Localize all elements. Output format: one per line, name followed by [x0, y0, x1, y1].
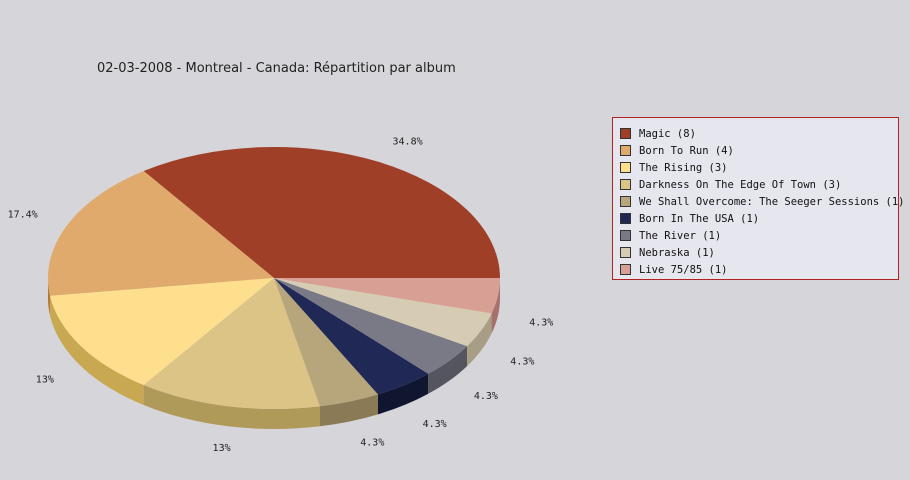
legend-label: The River (1) — [639, 229, 722, 242]
legend-item-born-to-run: Born To Run (4) — [620, 142, 898, 159]
legend-swatch — [620, 162, 631, 173]
legend-label: Nebraska (1) — [639, 246, 715, 259]
pie-slice-the-river — [274, 278, 468, 374]
legend-swatch — [620, 196, 631, 207]
pie-side-live-75-85 — [491, 278, 500, 334]
legend-swatch — [620, 247, 631, 258]
pie-slice-we-shall-overcome-the-seeger-sessions — [274, 278, 378, 407]
legend-item-nebraska: Nebraska (1) — [620, 244, 898, 261]
legend-swatch — [620, 230, 631, 241]
pie-depth-layer — [48, 278, 500, 429]
legend-label: Live 75/85 (1) — [639, 263, 728, 276]
legend-item-the-river: The River (1) — [620, 227, 898, 244]
legend-label: Born To Run (4) — [639, 144, 734, 157]
legend-swatch — [620, 128, 631, 139]
legend-swatch — [620, 179, 631, 190]
pie-slice-live-75-85 — [274, 278, 500, 314]
pie-side-the-river — [428, 346, 468, 394]
legend: Magic (8) Born To Run (4) The Rising (3) Da… — [612, 117, 905, 280]
pct-label-we-shall-overcome-the-seeger-sessions: 4.3% — [360, 438, 384, 449]
pie-side-we-shall-overcome-the-seeger-sessions — [319, 394, 378, 427]
legend-item-the-rising: The Rising (3) — [620, 159, 898, 176]
pie-side-nebraska — [467, 313, 492, 367]
legend-label: The Rising (3) — [639, 161, 728, 174]
legend-label: Darkness On The Edge Of Town (3) — [639, 178, 842, 191]
legend-item-darkness-on-the-edge-of-town: Darkness On The Edge Of Town (3) — [620, 176, 898, 193]
pie-side-born-to-run — [48, 278, 51, 316]
pct-label-nebraska: 4.3% — [510, 356, 534, 367]
pie-side-darkness-on-the-edge-of-town — [143, 385, 320, 429]
pie-slice-darkness-on-the-edge-of-town — [143, 278, 320, 409]
pct-label-live-75-85: 4.3% — [529, 317, 553, 328]
legend-item-magic: Magic (8) — [620, 125, 898, 142]
pie-slice-magic — [143, 146, 501, 278]
legend-label: Magic (8) — [639, 127, 696, 140]
pct-label-the-river: 4.3% — [474, 391, 498, 402]
legend-item-we-shall-overcome-the-seeger-sessions: We Shall Overcome: The Seeger Sessions (… — [620, 193, 905, 210]
legend-item-live-75-85: Live 75/85 (1) — [620, 261, 898, 278]
pct-label-darkness-on-the-edge-of-town: 13% — [213, 443, 231, 454]
pie-slice-the-rising — [50, 278, 274, 386]
pct-label-magic: 34.8% — [393, 136, 423, 147]
pie-side-the-rising — [50, 295, 144, 406]
pct-label-born-to-run: 17.4% — [8, 210, 38, 221]
pie-top-layer — [48, 146, 501, 409]
legend-label: We Shall Overcome: The Seeger Sessions (… — [639, 195, 905, 208]
chart-title: 02-03-2008 - Montreal - Canada: Répartit… — [97, 61, 456, 76]
legend-item-born-in-the-usa: Born In The USA (1) — [620, 210, 898, 227]
pct-label-the-rising: 13% — [36, 375, 54, 386]
legend-swatch — [620, 264, 631, 275]
legend-label: Born In The USA (1) — [639, 212, 760, 225]
pie-slice-born-in-the-usa — [274, 278, 429, 395]
pct-label-born-in-the-usa: 4.3% — [423, 419, 447, 430]
pie-slice-nebraska — [274, 278, 492, 347]
pie-slice-born-to-run — [48, 170, 274, 296]
pie-side-born-in-the-usa — [377, 373, 429, 415]
pie-percentage-labels: 34.8% 17.4% 13% 13% 4.3% 4.3% 4.3% 4.3% 4.3% — [8, 136, 554, 454]
legend-swatch — [620, 145, 631, 156]
legend-swatch — [620, 213, 631, 224]
